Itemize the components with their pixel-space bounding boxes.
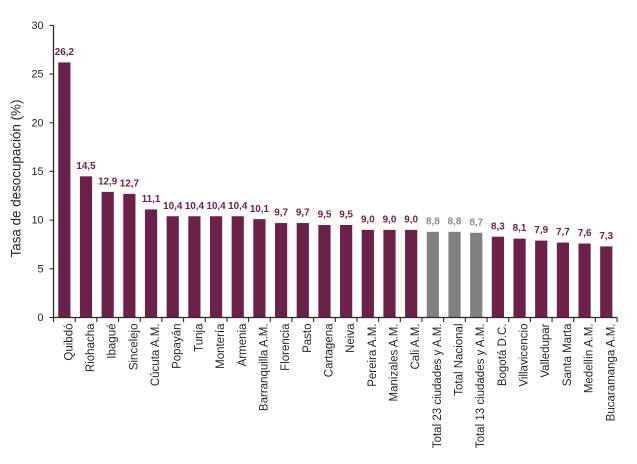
svg-text:Barranquilla A.M.: Barranquilla A.M. [258,324,270,412]
svg-text:9,7: 9,7 [274,208,288,219]
svg-text:Quibdó: Quibdó [63,324,75,361]
svg-text:Florencia: Florencia [280,323,292,371]
svg-text:Sincelejo: Sincelejo [128,324,140,371]
svg-text:11,1: 11,1 [142,194,161,205]
svg-text:Bucaramanga A.M.: Bucaramanga A.M. [605,324,617,422]
svg-text:Bogotá D.C.: Bogotá D.C. [497,324,509,387]
svg-text:Ibagué: Ibagué [107,324,119,359]
svg-text:8,8: 8,8 [448,216,462,227]
svg-text:Cali A.M.: Cali A.M. [410,324,422,370]
svg-text:Popayán: Popayán [172,324,184,369]
svg-text:30: 30 [31,20,43,32]
svg-text:9,5: 9,5 [339,210,353,221]
svg-text:Armenia: Armenia [237,323,249,366]
svg-text:10,4: 10,4 [185,201,205,212]
svg-text:Tunja: Tunja [193,323,205,352]
svg-text:Cúcuta A.M.: Cúcuta A.M. [150,324,162,387]
svg-text:12,7: 12,7 [120,178,140,189]
svg-text:10,1: 10,1 [250,204,270,215]
svg-text:26,2: 26,2 [55,47,75,58]
svg-text:Pereira A.M.: Pereira A.M. [367,324,379,387]
svg-text:20: 20 [31,117,43,129]
svg-text:25: 25 [31,69,43,81]
svg-text:9,0: 9,0 [383,214,397,225]
svg-text:10,4: 10,4 [163,201,183,212]
svg-text:9,5: 9,5 [318,210,332,221]
svg-text:7,6: 7,6 [578,228,592,239]
svg-text:10,4: 10,4 [228,201,248,212]
svg-text:8,7: 8,7 [469,217,483,228]
svg-text:12,9: 12,9 [98,176,118,187]
svg-text:Manizales A.M.: Manizales A.M. [388,324,400,402]
svg-text:7,9: 7,9 [534,225,548,236]
svg-text:Villavicencio: Villavicencio [519,324,531,387]
svg-text:5: 5 [37,263,43,275]
svg-text:14,5: 14,5 [76,161,96,172]
svg-text:Neiva: Neiva [345,323,357,353]
svg-text:10,4: 10,4 [206,201,226,212]
svg-text:Total 13 ciudades y A.M.: Total 13 ciudades y A.M. [475,324,487,449]
svg-text:0: 0 [37,312,43,324]
svg-text:Total 23 ciudades y A.M.: Total 23 ciudades y A.M. [432,324,444,449]
svg-text:Montería: Montería [215,323,227,369]
svg-text:8,3: 8,3 [491,221,505,232]
svg-text:9,0: 9,0 [404,214,418,225]
svg-text:9,7: 9,7 [296,208,310,219]
svg-text:Total Nacional: Total Nacional [454,324,466,396]
svg-text:Pasto: Pasto [302,324,314,353]
svg-text:Medellín A.M.: Medellín A.M. [584,324,596,394]
svg-text:Riohacha: Riohacha [85,323,97,372]
svg-text:8,8: 8,8 [426,216,440,227]
svg-text:15: 15 [31,166,43,178]
svg-text:Santa Marta: Santa Marta [562,323,574,386]
svg-text:Cartagena: Cartagena [323,323,335,377]
svg-text:7,3: 7,3 [599,231,613,242]
svg-text:9,0: 9,0 [361,214,375,225]
svg-text:Valledupar: Valledupar [540,323,552,377]
svg-text:Tasa de desocupación (%): Tasa de desocupación (%) [9,100,24,258]
svg-text:7,7: 7,7 [556,227,570,238]
svg-text:10: 10 [31,215,43,227]
svg-text:8,1: 8,1 [513,223,527,234]
